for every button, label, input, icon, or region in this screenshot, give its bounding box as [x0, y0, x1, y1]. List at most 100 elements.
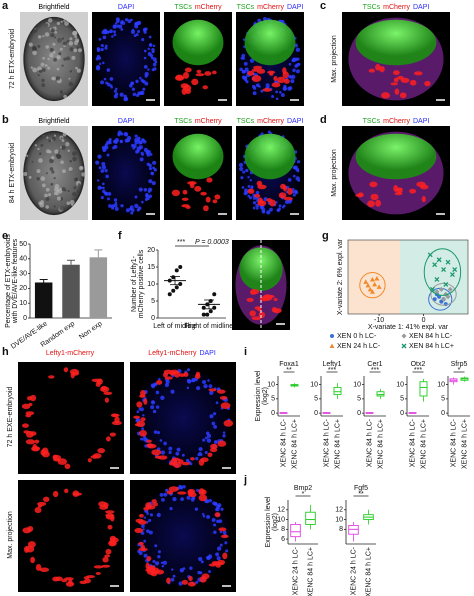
mcherry-cell	[65, 581, 75, 587]
cell	[53, 177, 56, 180]
tsc-region	[355, 19, 437, 66]
cell	[72, 156, 77, 162]
mcherry-cell	[106, 436, 111, 442]
nucleus	[150, 171, 155, 176]
title-word: Brightfield	[38, 4, 69, 11]
nucleus	[156, 431, 161, 435]
micrograph	[92, 12, 160, 106]
mcherry-cell	[198, 488, 205, 496]
mcherry-cell	[136, 401, 143, 408]
mcherry-cell	[111, 420, 122, 426]
nucleus	[160, 395, 165, 400]
nucleus	[130, 211, 134, 215]
mcherry-cell	[180, 83, 189, 89]
nucleus	[100, 43, 104, 48]
micrograph	[18, 480, 124, 592]
x-tick-label: Right of midline	[185, 323, 233, 330]
nucleus	[144, 74, 148, 78]
nucleus	[279, 91, 282, 94]
y-tick-label: 5	[400, 396, 404, 403]
cell	[69, 37, 73, 41]
mcherry-cell	[390, 82, 398, 86]
mcherry-cell	[138, 547, 148, 552]
mcherry-cell	[109, 432, 116, 437]
nucleus	[153, 168, 157, 172]
mcherry-cell	[269, 199, 276, 207]
chart-title: Otx2	[411, 361, 426, 368]
nucleus	[205, 436, 208, 440]
panel-label: e	[2, 230, 8, 242]
mcherry-cell	[367, 200, 375, 208]
nucleus	[138, 550, 143, 556]
x-tick-label: XENC 84 h LC+	[307, 547, 314, 596]
panel-label: f	[118, 230, 122, 242]
y-tick-label: 15	[147, 264, 155, 271]
nucleus	[153, 430, 158, 434]
mcherry-cell	[39, 567, 50, 572]
mcherry-cell	[397, 75, 404, 80]
x-tick-label: XENC 84 h LC-	[450, 418, 457, 467]
mcherry-cell	[105, 510, 115, 514]
y-tick-label: 10	[267, 381, 275, 388]
nucleus	[109, 77, 114, 81]
mcherry-cell	[421, 195, 426, 203]
micrograph	[164, 12, 232, 106]
group-ellipse	[423, 248, 462, 296]
cell	[40, 176, 46, 181]
marker	[372, 281, 378, 287]
nucleus	[163, 441, 167, 446]
nucleus	[146, 529, 150, 533]
mcherry-cell	[368, 68, 375, 73]
nucleus	[244, 67, 249, 72]
cell	[34, 144, 37, 147]
marker	[376, 284, 382, 289]
significance: ***	[177, 239, 185, 246]
nucleus	[143, 29, 146, 32]
nucleus	[222, 434, 226, 438]
cell	[53, 205, 56, 208]
nucleus	[172, 574, 176, 578]
nucleus	[108, 204, 112, 208]
panel-label: i	[244, 346, 247, 358]
mcherry-cell	[182, 71, 190, 79]
nucleus	[172, 497, 177, 502]
nucleus	[213, 530, 217, 535]
cell	[63, 94, 68, 99]
y-tick-label: 10	[19, 300, 27, 307]
mcherry-cell	[269, 72, 274, 76]
nucleus	[97, 179, 100, 182]
tsc-region	[244, 133, 296, 180]
marker	[374, 275, 380, 281]
mcherry-cell	[381, 92, 391, 99]
mcherry-cell	[101, 564, 111, 568]
cell	[66, 39, 70, 43]
mcherry-cell	[257, 184, 267, 190]
mcherry-cell	[105, 548, 112, 555]
image-title: TSCs mCherry	[174, 4, 222, 11]
mcherry-cell	[181, 579, 189, 585]
nucleus	[295, 47, 301, 52]
y-tick-label: 10	[335, 516, 343, 523]
nucleus	[253, 86, 257, 90]
cell	[39, 202, 45, 208]
y-axis-label: (log2)	[262, 387, 269, 405]
mcherry-cell	[273, 297, 278, 302]
cell	[32, 46, 38, 52]
mcherry-cell	[64, 463, 71, 470]
cell	[74, 35, 78, 39]
mcherry-cell	[93, 565, 104, 569]
nucleus	[238, 162, 244, 168]
mcherry-cell	[250, 288, 260, 295]
mcherry-cell	[262, 88, 272, 92]
image-title: Lefty1-mCherry	[46, 350, 95, 357]
nucleus	[124, 18, 129, 22]
nucleus	[255, 207, 259, 210]
nucleus	[132, 92, 137, 97]
nucleus	[152, 409, 157, 414]
nucleus	[131, 28, 135, 32]
mcherry-cell	[25, 413, 32, 418]
box	[419, 381, 428, 397]
mcherry-cell	[152, 502, 159, 507]
mcherry-cell	[140, 417, 146, 422]
nucleus	[217, 503, 222, 508]
